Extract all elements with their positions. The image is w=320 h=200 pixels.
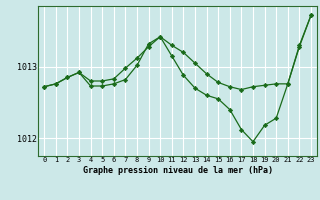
X-axis label: Graphe pression niveau de la mer (hPa): Graphe pression niveau de la mer (hPa) xyxy=(83,166,273,175)
